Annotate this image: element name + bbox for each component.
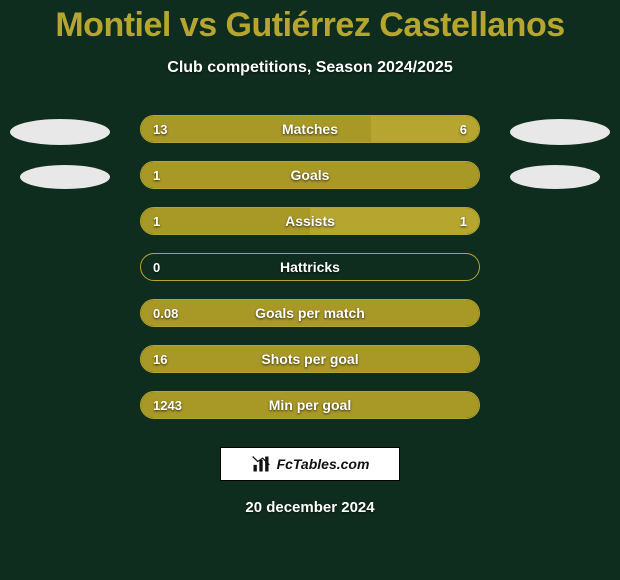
player2-club-placeholder — [510, 165, 600, 189]
player1-avatar-placeholder — [10, 119, 110, 145]
player1-segment — [141, 346, 479, 372]
stat-row: Matches136 — [140, 115, 480, 143]
stat-row: Shots per goal16 — [140, 345, 480, 373]
stat-row: Goals per match0.08 — [140, 299, 480, 327]
player2-avatar-placeholder — [510, 119, 610, 145]
content-area: Matches136 Goals1 Assists11 Hattricks0 Goals… — [0, 115, 620, 419]
player1-segment — [141, 392, 479, 418]
comparison-bars: Matches136 Goals1 Assists11 Hattricks0 Goals… — [140, 115, 480, 419]
page-title: Montiel vs Gutiérrez Castellanos Montiel… — [0, 0, 620, 45]
site-name: FcTables.com — [277, 456, 370, 472]
player1-segment — [141, 162, 479, 188]
date-label: 20 december 2024 — [0, 499, 620, 516]
stat-row: Min per goal1243 — [140, 391, 480, 419]
stat-row: Hattricks0 — [140, 253, 480, 281]
player1-segment — [141, 116, 371, 142]
player1-segment — [141, 208, 310, 234]
page-root: Montiel vs Gutiérrez Castellanos Montiel… — [0, 0, 620, 580]
player2-segment — [371, 116, 479, 142]
title-fill: Montiel vs Gutiérrez Castellanos — [55, 6, 564, 44]
stat-row: Assists11 — [140, 207, 480, 235]
site-badge: FcTables.com — [220, 447, 400, 481]
player1-value: 0 — [153, 254, 160, 280]
stat-row: Goals1 — [140, 161, 480, 189]
player1-club-placeholder — [20, 165, 110, 189]
player1-segment — [141, 300, 479, 326]
bar-chart-icon — [251, 454, 271, 474]
subtitle: Club competitions, Season 2024/2025 — [0, 59, 620, 77]
player2-segment — [310, 208, 479, 234]
stat-label: Hattricks — [141, 254, 479, 280]
